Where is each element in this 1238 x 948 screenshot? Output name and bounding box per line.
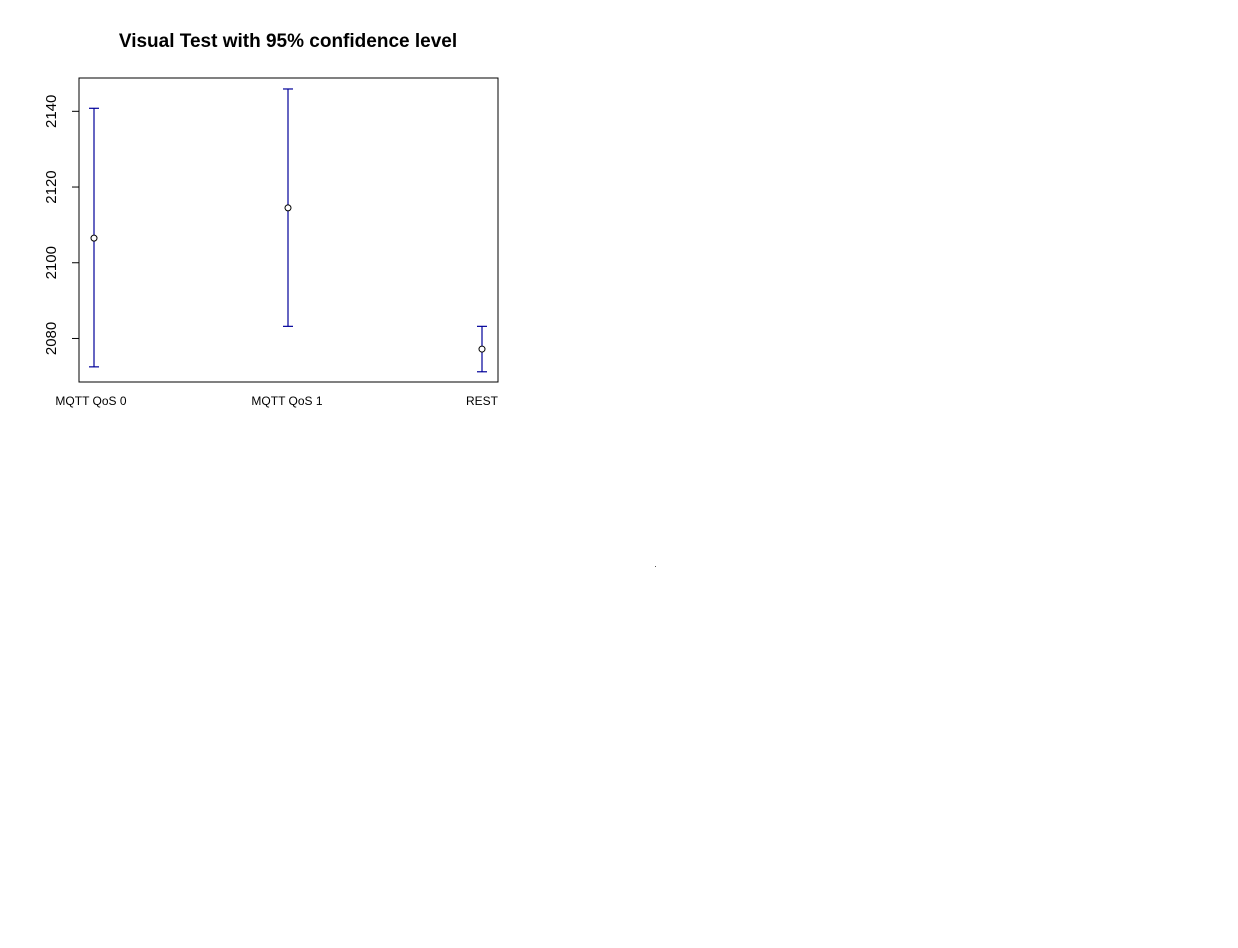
x-tick-label: REST [466,394,499,408]
y-tick-label: 2080 [43,322,60,355]
y-axis: 2080 2100 2120 2140 [43,95,79,355]
x-tick-label: MQTT QoS 1 [251,394,322,408]
y-tick-label: 2100 [43,246,60,279]
x-axis: MQTT QoS 0 MQTT QoS 1 REST [55,394,498,408]
plot-frame [78,77,499,383]
mean-point [478,345,486,353]
error-bars [89,88,487,373]
y-tick-label: 2140 [43,95,60,128]
x-tick-label: MQTT QoS 0 [55,394,126,408]
mean-point [90,234,98,242]
chart-title: Visual Test with 95% confidence level [119,31,457,52]
y-tick-label: 2120 [43,170,60,203]
stray-dot [655,566,656,567]
mean-point [284,204,292,212]
